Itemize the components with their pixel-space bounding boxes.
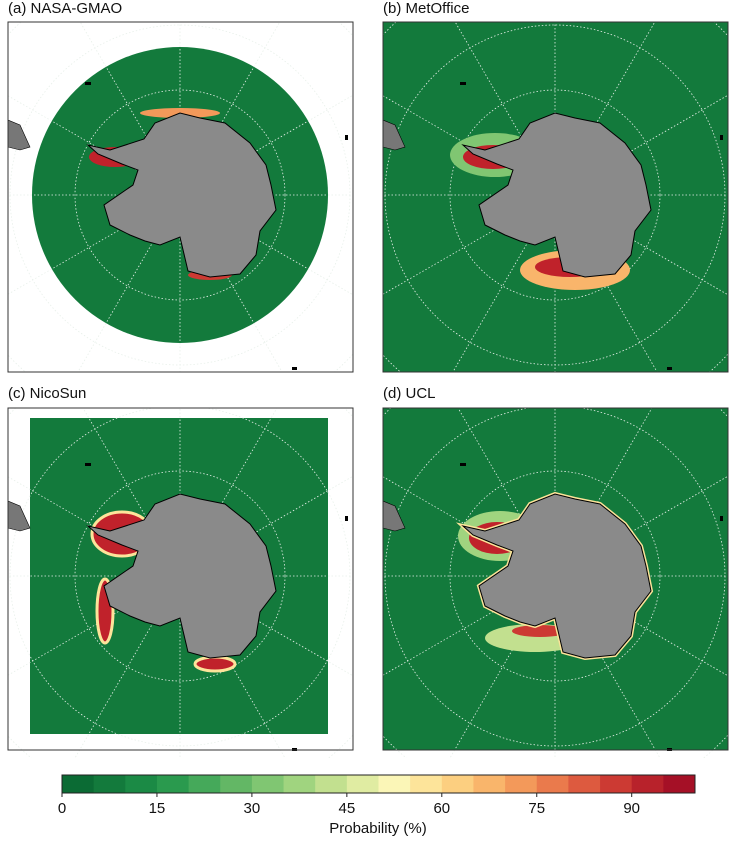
map-panel xyxy=(382,21,729,373)
colorbar-segment xyxy=(315,775,348,793)
tick-label: 30 xyxy=(244,800,261,817)
colorbar-segment xyxy=(663,775,696,793)
colorbar-segment xyxy=(600,775,633,793)
colorbar-segment xyxy=(631,775,664,793)
panel-title: (a) NASA-GMAO xyxy=(8,0,122,17)
panel-title: (c) NicoSun xyxy=(8,385,86,402)
colorbar-segment xyxy=(378,775,411,793)
tick-label: 60 xyxy=(433,800,450,817)
panel-title: (d) UCL xyxy=(383,385,436,402)
colorbar-segment xyxy=(220,775,253,793)
tick-label: 90 xyxy=(623,800,640,817)
colorbar-segment xyxy=(251,775,285,793)
map-panel xyxy=(7,407,354,758)
colorbar-frame xyxy=(61,774,696,794)
tick-label: 75 xyxy=(528,800,545,817)
colorbar-segment xyxy=(410,775,443,793)
map-panel xyxy=(382,407,729,758)
tick-label: 15 xyxy=(149,800,166,817)
colorbar-segment xyxy=(125,775,158,793)
colorbar-segment xyxy=(505,775,538,793)
colorbar: 0 15 30 45 60 75 90 xyxy=(58,774,696,817)
colorbar-segment xyxy=(346,775,379,793)
tick-label: 45 xyxy=(339,800,356,817)
colorbar-segment xyxy=(568,775,601,793)
colorbar-segment xyxy=(188,775,221,793)
colorbar-label: Probability (%) xyxy=(329,820,427,837)
colorbar-segment xyxy=(156,775,190,793)
tick-label: 0 xyxy=(58,800,66,817)
colorbar-segment xyxy=(62,775,95,793)
colorbar-segment xyxy=(536,775,569,793)
colorbar-segment xyxy=(473,775,506,793)
colorbar-segment xyxy=(283,775,316,793)
panel-title: (b) MetOffice xyxy=(383,0,469,17)
colorbar-segment xyxy=(441,775,474,793)
map-panel xyxy=(7,21,354,373)
colorbar-segment xyxy=(93,775,126,793)
